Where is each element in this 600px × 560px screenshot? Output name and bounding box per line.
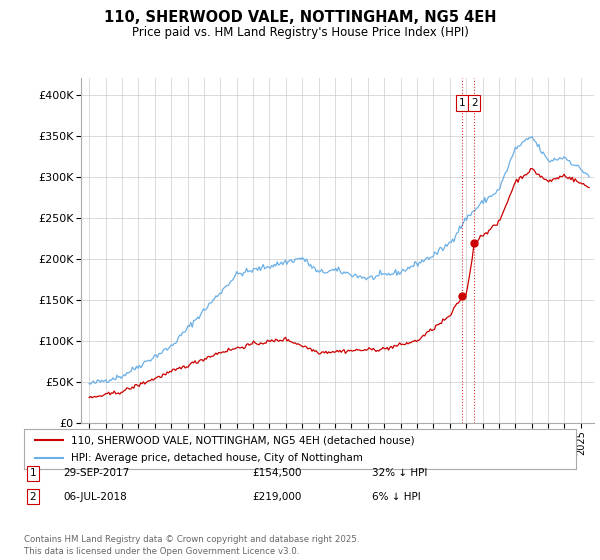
Text: HPI: Average price, detached house, City of Nottingham: HPI: Average price, detached house, City… (71, 453, 363, 463)
Text: 110, SHERWOOD VALE, NOTTINGHAM, NG5 4EH: 110, SHERWOOD VALE, NOTTINGHAM, NG5 4EH (104, 10, 496, 25)
Text: 2: 2 (471, 98, 478, 108)
Text: £154,500: £154,500 (252, 468, 302, 478)
Text: 6% ↓ HPI: 6% ↓ HPI (372, 492, 421, 502)
Text: £219,000: £219,000 (252, 492, 301, 502)
Text: 32% ↓ HPI: 32% ↓ HPI (372, 468, 427, 478)
Text: 1: 1 (459, 98, 466, 108)
Text: 06-JUL-2018: 06-JUL-2018 (63, 492, 127, 502)
Text: Contains HM Land Registry data © Crown copyright and database right 2025.
This d: Contains HM Land Registry data © Crown c… (24, 535, 359, 556)
Text: 29-SEP-2017: 29-SEP-2017 (63, 468, 129, 478)
Text: 2: 2 (29, 492, 37, 502)
Text: 1: 1 (29, 468, 37, 478)
Text: 110, SHERWOOD VALE, NOTTINGHAM, NG5 4EH (detached house): 110, SHERWOOD VALE, NOTTINGHAM, NG5 4EH … (71, 435, 415, 445)
Text: Price paid vs. HM Land Registry's House Price Index (HPI): Price paid vs. HM Land Registry's House … (131, 26, 469, 39)
